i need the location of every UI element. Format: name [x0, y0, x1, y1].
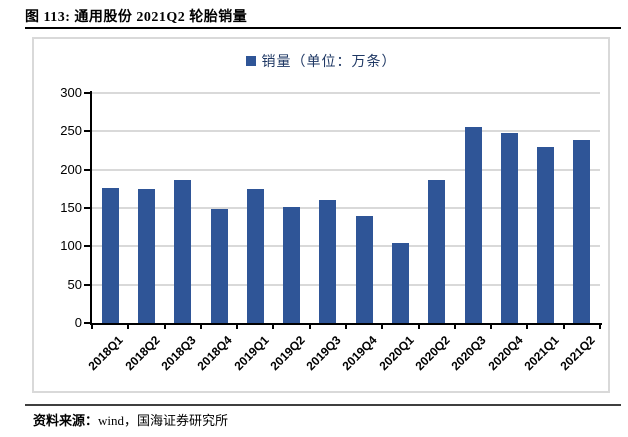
x-tick-label: 2020Q4 [485, 333, 526, 374]
y-tick-mark [84, 168, 90, 171]
x-tick-mark [599, 325, 601, 329]
x-tick-label: 2020Q1 [376, 333, 417, 374]
y-tick-label: 250 [60, 123, 82, 139]
bar-2020Q3 [464, 126, 482, 323]
bar-2020Q1 [391, 243, 409, 323]
x-tick-label: 2019Q2 [267, 333, 308, 374]
x-tick-label: 2020Q2 [412, 333, 453, 374]
x-tick-mark [272, 325, 275, 329]
bar-2021Q1 [537, 146, 555, 323]
bar-2021Q2 [573, 139, 591, 323]
y-tick-label: 150 [60, 200, 82, 215]
y-axis-line [90, 91, 92, 325]
y-tick-mark [84, 130, 90, 133]
source-prefix: 资料来源： [33, 413, 99, 428]
bar-2018Q1 [101, 188, 119, 323]
x-tick-mark [526, 325, 529, 329]
y-tick-mark [84, 245, 90, 248]
x-axis-line [90, 323, 602, 325]
x-tick-mark [381, 325, 384, 329]
title-rule [25, 27, 621, 29]
legend-square-icon [245, 56, 256, 66]
x-tick-mark [236, 325, 239, 329]
x-tick-label: 2019Q4 [339, 333, 381, 374]
y-tick-mark [84, 322, 90, 324]
x-tick-mark [163, 325, 166, 329]
chart-legend: 销量（单位：万条） [34, 51, 608, 71]
x-tick-label: 2018Q2 [122, 333, 163, 374]
chart-card: 销量（单位：万条） 0 50 100 150 200 250 300 2018Q1 2018Q2… [32, 37, 610, 393]
x-tick-mark [345, 325, 347, 329]
bar-2020Q4 [500, 132, 518, 323]
x-tick-label: 2019Q3 [303, 333, 344, 374]
gridline [92, 168, 600, 171]
bar-2019Q2 [283, 207, 301, 323]
x-tick-label: 2018Q3 [158, 333, 199, 374]
bar-2019Q1 [246, 188, 264, 323]
bar-2020Q2 [428, 179, 446, 323]
y-tick-label: 0 [74, 315, 82, 330]
gridline [92, 92, 600, 94]
x-tick-mark [562, 325, 565, 329]
x-tick-mark [308, 325, 311, 329]
x-tick-label: 2018Q1 [85, 333, 127, 374]
bar-2019Q4 [355, 216, 373, 323]
source-text: wind，国海证券研究所 [98, 413, 229, 428]
x-tick-mark [453, 325, 456, 329]
x-tick-mark [199, 325, 202, 329]
x-tick-label: 2021Q2 [557, 333, 598, 374]
bar-2018Q2 [137, 188, 155, 323]
y-tick-label: 100 [60, 238, 82, 254]
source-rule [25, 404, 621, 406]
y-tick-mark [84, 92, 90, 94]
bar-2018Q4 [210, 208, 228, 323]
figure-title: 图 113: 通用股份 2021Q2 轮胎销量 [25, 10, 248, 25]
gridline [92, 130, 600, 133]
y-tick-label: 300 [60, 85, 82, 100]
gridline [92, 283, 600, 286]
bar-2018Q3 [174, 179, 192, 323]
x-tick-label: 2019Q1 [231, 333, 272, 374]
x-tick-mark [417, 325, 420, 329]
x-tick-mark [127, 325, 130, 329]
x-tick-label: 2021Q1 [521, 333, 562, 374]
y-tick-label: 50 [67, 276, 82, 292]
plot-area: 0 50 100 150 200 250 300 2018Q1 2018Q2 2018Q3 2018… [60, 85, 602, 373]
gridline [92, 207, 600, 209]
x-tick-mark [91, 325, 93, 329]
bar-2019Q3 [319, 199, 337, 323]
x-tick-mark [490, 325, 493, 329]
legend-label: 销量（单位：万条） [261, 55, 397, 70]
x-tick-label: 2018Q4 [194, 333, 235, 374]
y-tick-mark [84, 283, 90, 286]
y-tick-mark [84, 207, 90, 209]
y-tick-label: 200 [60, 161, 82, 177]
gridline [92, 245, 600, 248]
x-tick-label: 2020Q3 [448, 333, 489, 374]
source-note: 资料来源：wind，国海证券研究所 [33, 410, 228, 429]
